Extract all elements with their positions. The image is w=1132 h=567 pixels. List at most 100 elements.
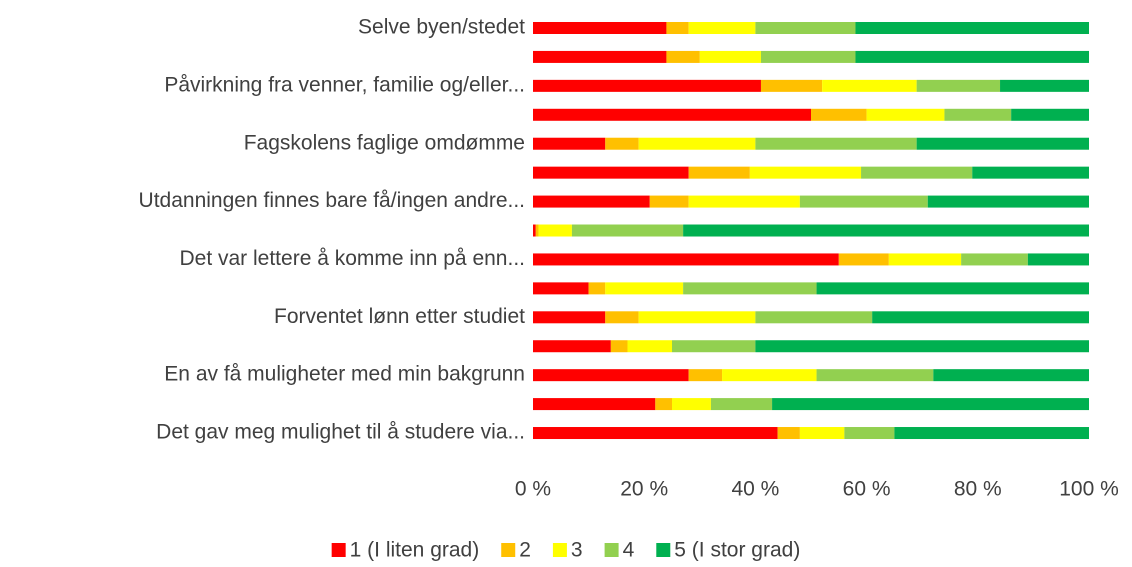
legend-label: 4 (623, 539, 635, 562)
y-tick-label: Selve byen/stedet (358, 16, 525, 39)
bar-segment (972, 166, 1089, 179)
bar-segment (571, 224, 684, 237)
bar-segment (722, 369, 817, 382)
bar-segment (627, 340, 672, 353)
legend-swatch (656, 543, 671, 557)
bar-segment (655, 398, 672, 411)
bar-segment (888, 253, 962, 266)
bar-segment (772, 398, 1089, 411)
bar-segment (533, 166, 689, 179)
bar-segment (699, 50, 761, 63)
y-tick-label: Det var lettere å komme inn på enn... (179, 247, 525, 270)
bar-segment (872, 311, 1089, 324)
bar-segment (649, 195, 689, 208)
bar-segment (605, 137, 639, 150)
bar-segment (1000, 79, 1089, 92)
bar-segment (533, 50, 667, 63)
bar-segment (927, 195, 1089, 208)
bar-segment (533, 22, 667, 34)
bar-segment (683, 282, 817, 295)
legend-label: 2 (519, 539, 531, 562)
bar-segment (610, 340, 628, 353)
bar-segment (944, 108, 1012, 121)
bar-segment (861, 166, 973, 179)
bar-segment (533, 369, 689, 382)
bar-segment (916, 137, 1089, 150)
bar-segment (894, 427, 1089, 440)
bar-segment (638, 137, 756, 150)
bar-segment (688, 195, 800, 208)
y-tick-label: Forventet lønn etter studiet (274, 305, 525, 328)
bar-segment (838, 253, 889, 266)
legend-label: 5 (I stor grad) (674, 539, 800, 562)
bar-segment (533, 282, 589, 295)
bar-segment (1011, 108, 1089, 121)
y-tick-label: Påvirkning fra venner, familie og/eller.… (164, 73, 525, 96)
y-tick-label: Det gav meg mulighet til å studere via..… (156, 421, 525, 444)
bar-segment (533, 195, 650, 208)
legend-label: 1 (I liten grad) (350, 539, 480, 562)
bar-segment (533, 108, 811, 121)
bar-segment (672, 398, 711, 411)
bar-segment (755, 311, 873, 324)
bar-segment (605, 282, 684, 295)
bar-segment (688, 369, 723, 382)
x-tick-label: 0 % (515, 478, 551, 501)
bar-segment (916, 79, 1001, 92)
bar-segment (666, 22, 689, 34)
bar-segment (710, 398, 773, 411)
bar-segment (961, 253, 1028, 266)
bar-segment (605, 311, 639, 324)
bar-segment (855, 22, 1089, 34)
legend-swatch (501, 543, 516, 557)
bar-segment (816, 369, 934, 382)
bar-segment (688, 166, 750, 179)
bar-segment (535, 224, 539, 237)
bar-segment (760, 50, 856, 63)
bar-segment (844, 427, 895, 440)
y-tick-label: Fagskolens faglige omdømme (244, 131, 525, 154)
bar-segment (755, 137, 917, 150)
bar-segment (533, 427, 778, 440)
bar-segment (533, 137, 606, 150)
bar-segment (816, 282, 1089, 295)
x-tick-label: 80 % (954, 478, 1002, 501)
bar-segment (538, 224, 572, 237)
bar-segment (688, 22, 756, 34)
x-tick-label: 60 % (843, 478, 891, 501)
x-tick-label: 40 % (731, 478, 779, 501)
bar-segment (533, 253, 839, 266)
bar-segment (666, 50, 700, 63)
y-tick-label: Utdanningen finnes bare få/ingen andre..… (139, 189, 525, 212)
bar-segment (799, 195, 928, 208)
bar-segment (855, 50, 1089, 63)
bar-segment (1027, 253, 1089, 266)
bar-segment (533, 224, 536, 237)
bar-segment (799, 427, 845, 440)
bar-segment (588, 282, 606, 295)
bar-segment (533, 340, 611, 353)
legend-swatch (552, 543, 567, 557)
legend-label: 3 (571, 539, 583, 562)
bar-segment (755, 340, 1089, 353)
y-tick-label: En av få muligheter med min bakgrunn (164, 363, 525, 386)
legend-swatch (604, 543, 619, 557)
x-tick-label: 20 % (620, 478, 668, 501)
bar-segment (533, 311, 606, 324)
bar-segment (533, 79, 761, 92)
x-tick-label: 100 % (1059, 478, 1119, 501)
bar-segment (638, 311, 756, 324)
bar-segment (866, 108, 945, 121)
bar-segment (672, 340, 756, 353)
bar-segment (533, 398, 656, 411)
bar-segment (822, 79, 917, 92)
bar-segment (755, 22, 856, 34)
bar-segment (760, 79, 823, 92)
bar-segment (811, 108, 867, 121)
bar-segment (683, 224, 1089, 237)
legend-swatch (331, 543, 346, 557)
bar-segment (933, 369, 1089, 382)
bar-segment (749, 166, 862, 179)
bar-segment (777, 427, 800, 440)
